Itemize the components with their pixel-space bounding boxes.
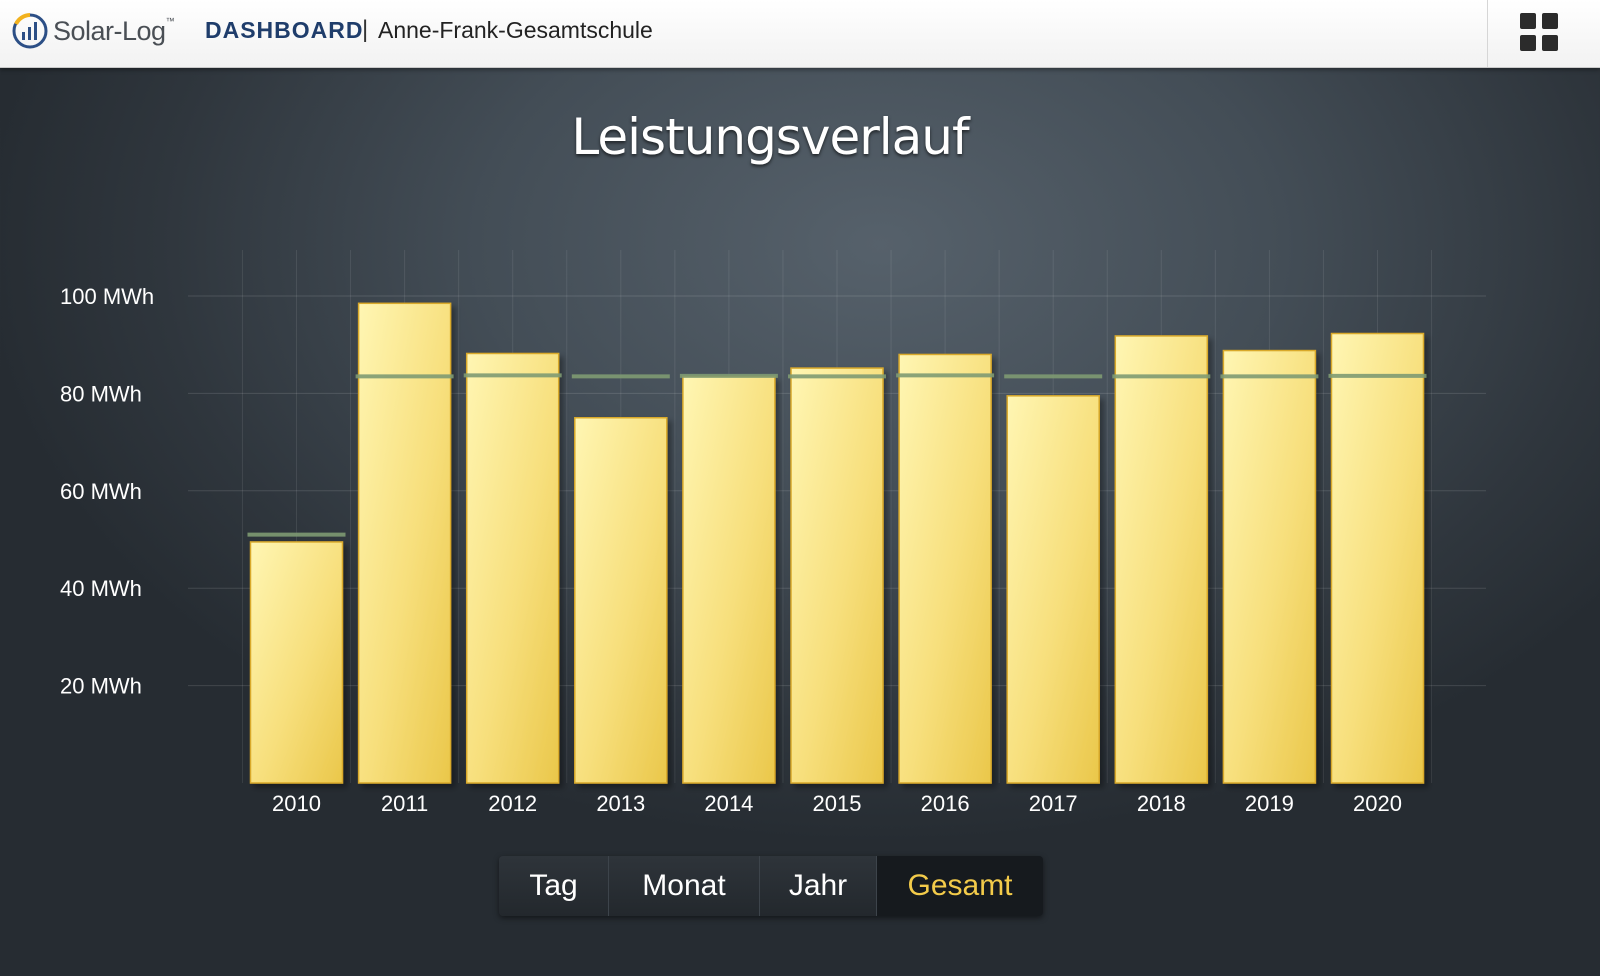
bars (249, 302, 1425, 784)
x-axis-labels: 2010 2011 2012 2013 2014 2015 2016 2017 2018 2019… (272, 791, 1402, 816)
top-bar: Solar-Log ™ DASHBOARD | Anne-Frank-Gesam… (0, 0, 1600, 68)
bar-2012[interactable] (465, 352, 560, 784)
x-tick-label: 2011 (381, 791, 428, 816)
y-tick-label: 40 MWh (60, 576, 142, 601)
y-tick-label: 100 MWh (60, 284, 154, 309)
y-tick-label: 60 MWh (60, 479, 142, 504)
x-tick-label: 2016 (921, 791, 970, 816)
period-tab-group: Tag Monat Jahr Gesamt (499, 856, 1043, 916)
x-tick-label: 2019 (1245, 791, 1294, 816)
y-tick-label: 20 MWh (60, 674, 142, 699)
y-axis-labels: 20 MWh 40 MWh 60 MWh 80 MWh 100 MWh (60, 284, 154, 699)
x-tick-label: 2018 (1137, 791, 1186, 816)
logo-trademark: ™ (165, 16, 175, 26)
bar-2018[interactable] (1114, 335, 1209, 784)
x-tick-label: 2012 (488, 791, 537, 816)
x-tick-label: 2010 (272, 791, 321, 816)
bar-2016[interactable] (898, 353, 992, 784)
bar-2019[interactable] (1222, 349, 1317, 784)
bar-2014[interactable] (682, 375, 776, 784)
grid-menu-icon (1520, 13, 1558, 51)
bar-2020[interactable] (1330, 332, 1425, 784)
app-name: DASHBOARD (205, 17, 364, 43)
chart-title: Leistungsverlauf (571, 108, 969, 166)
bar-2010[interactable] (249, 541, 344, 784)
bar-2011[interactable] (357, 302, 452, 784)
y-tick-label: 80 MWh (60, 381, 142, 406)
plant-name: Anne-Frank-Gesamtschule (378, 17, 653, 43)
tab-jahr[interactable]: Jahr (760, 856, 877, 916)
tab-tag[interactable]: Tag (499, 856, 609, 916)
solar-log-logo[interactable]: Solar-Log ™ (11, 11, 175, 51)
bar-2017[interactable] (1006, 395, 1100, 784)
x-tick-label: 2014 (704, 791, 753, 816)
solar-log-logo-icon (12, 13, 48, 49)
x-tick-label: 2013 (596, 791, 645, 816)
bar-2013[interactable] (574, 417, 668, 784)
logo-text: Solar-Log (53, 15, 166, 46)
x-tick-label: 2020 (1353, 791, 1402, 816)
menu-button[interactable] (1487, 0, 1600, 67)
tab-monat[interactable]: Monat (609, 856, 760, 916)
header-separator: | (362, 16, 369, 43)
tab-gesamt[interactable]: Gesamt (877, 856, 1043, 916)
x-tick-label: 2015 (813, 791, 862, 816)
target-lines (247, 373, 1427, 537)
bar-2015[interactable] (790, 367, 884, 784)
x-tick-label: 2017 (1029, 791, 1078, 816)
